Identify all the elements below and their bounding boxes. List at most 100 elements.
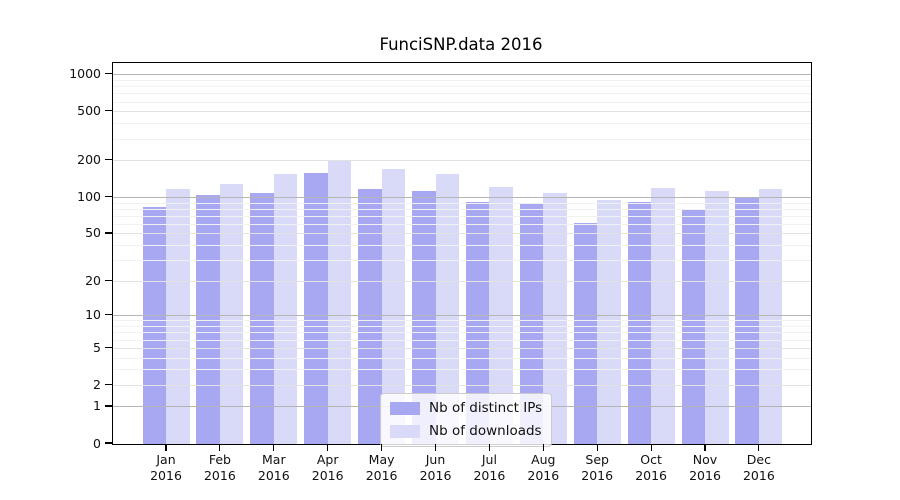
gridline-4 — [113, 357, 811, 359]
x-tick-dec — [758, 444, 760, 451]
y-tick-2 — [105, 383, 112, 385]
x-tick-oct — [650, 444, 652, 451]
x-tick-mar — [273, 444, 275, 451]
x-tick-label-sep: Sep 2016 — [581, 452, 614, 483]
y-tick-200 — [105, 159, 112, 161]
gridline-9 — [113, 320, 811, 322]
y-tick-label-0: 0 — [93, 435, 101, 451]
y-tick-label-10: 10 — [85, 307, 101, 323]
gridline-600 — [113, 101, 811, 103]
y-tick-label-5: 5 — [93, 339, 101, 355]
bar-ips-aug — [519, 204, 544, 444]
legend: Nb of distinct IPs Nb of downloads — [380, 393, 553, 447]
y-tick-10 — [105, 314, 112, 316]
gridline-90 — [113, 202, 811, 204]
gridline-500 — [113, 111, 811, 113]
gridline-70 — [113, 215, 811, 217]
x-tick-label-nov: Nov 2016 — [689, 452, 721, 483]
x-tick-jul — [488, 444, 490, 451]
gridline-6 — [113, 339, 811, 341]
gridline-900 — [113, 80, 811, 82]
x-tick-jan — [165, 444, 167, 451]
gridline-400 — [113, 123, 811, 125]
legend-swatch-icon — [390, 424, 420, 438]
gridline-5 — [113, 347, 811, 349]
legend-swatch-icon — [390, 401, 420, 415]
x-tick-label-apr: Apr 2016 — [311, 452, 344, 483]
bar-downloads-sep — [597, 200, 621, 444]
bar-ips-feb — [196, 195, 220, 444]
x-tick-nov — [704, 444, 706, 451]
gridline-2 — [113, 384, 811, 386]
x-tick-label-dec: Dec 2016 — [742, 452, 775, 483]
y-tick-50 — [105, 232, 112, 234]
legend-label: Nb of distinct IPs — [429, 400, 543, 416]
y-tick-label-1000: 1000 — [69, 66, 101, 82]
x-tick-label-may: May 2016 — [365, 452, 398, 483]
y-tick-1000 — [105, 73, 112, 75]
y-tick-500 — [105, 110, 112, 112]
x-tick-jun — [434, 444, 437, 451]
gridline-50 — [113, 233, 811, 235]
gridline-20 — [113, 280, 811, 282]
bar-downloads-may — [381, 169, 406, 444]
gridline-8 — [113, 326, 811, 328]
x-tick-apr — [327, 444, 329, 451]
bar-downloads-feb — [219, 183, 244, 444]
bar-ips-mar — [250, 193, 274, 444]
x-tick-label-jul: Jul 2016 — [473, 452, 506, 483]
legend-row-ips: Nb of distinct IPs — [390, 400, 542, 416]
bar-downloads-aug — [543, 193, 567, 444]
plot-area: Nb of distinct IPs Nb of downloads — [112, 62, 812, 447]
gridline-30 — [113, 260, 811, 262]
gridline-7 — [113, 332, 811, 334]
gridline-60 — [113, 223, 811, 225]
gridline-200 — [113, 160, 811, 162]
x-tick-label-jun: Jun 2016 — [419, 452, 452, 483]
y-tick-5 — [105, 346, 112, 348]
y-tick-20 — [105, 279, 112, 281]
x-tick-label-mar: Mar 2016 — [257, 452, 290, 483]
y-tick-label-100: 100 — [77, 188, 101, 204]
gridline-3 — [113, 369, 811, 371]
x-tick-label-feb: Feb 2016 — [203, 452, 236, 483]
y-tick-label-1: 1 — [93, 398, 101, 414]
x-tick-feb — [219, 444, 221, 451]
bars-layer — [113, 63, 811, 444]
gridline-300 — [113, 138, 811, 140]
x-tick-sep — [596, 444, 598, 451]
y-tick-100 — [105, 195, 112, 198]
gridline-1000 — [113, 74, 811, 76]
x-tick-aug — [542, 444, 544, 451]
x-tick-label-oct: Oct 2016 — [635, 452, 667, 483]
y-tick-label-50: 50 — [85, 225, 101, 241]
x-tick-label-aug: Aug 2016 — [527, 452, 560, 483]
bar-ips-dec — [735, 196, 759, 444]
y-tick-0 — [105, 442, 112, 444]
gridline-800 — [113, 86, 811, 88]
bar-ips-jun — [412, 191, 436, 444]
bar-ips-may — [358, 189, 382, 444]
y-tick-label-500: 500 — [77, 103, 101, 119]
bar-downloads-nov — [705, 191, 729, 444]
legend-row-downloads: Nb of downloads — [390, 423, 542, 439]
bar-downloads-jun — [435, 173, 459, 444]
y-tick-label-20: 20 — [85, 272, 101, 288]
y-tick-label-200: 200 — [77, 152, 101, 168]
bar-downloads-apr — [327, 160, 352, 444]
legend-label: Nb of downloads — [429, 423, 542, 439]
bar-downloads-mar — [273, 173, 298, 444]
x-tick-label-jan: Jan 2016 — [150, 452, 182, 483]
chart-title: FunciSNP.data 2016 — [379, 35, 543, 54]
bar-ips-jan — [142, 206, 166, 444]
gridline-40 — [113, 245, 811, 247]
x-tick-may — [381, 444, 383, 451]
gridline-700 — [113, 93, 811, 95]
gridline-100 — [113, 196, 811, 198]
y-tick-1 — [105, 405, 112, 407]
bar-ips-apr — [304, 172, 328, 444]
gridline-80 — [113, 208, 811, 210]
y-tick-label-2: 2 — [93, 376, 101, 392]
bar-ips-jul — [465, 202, 490, 444]
